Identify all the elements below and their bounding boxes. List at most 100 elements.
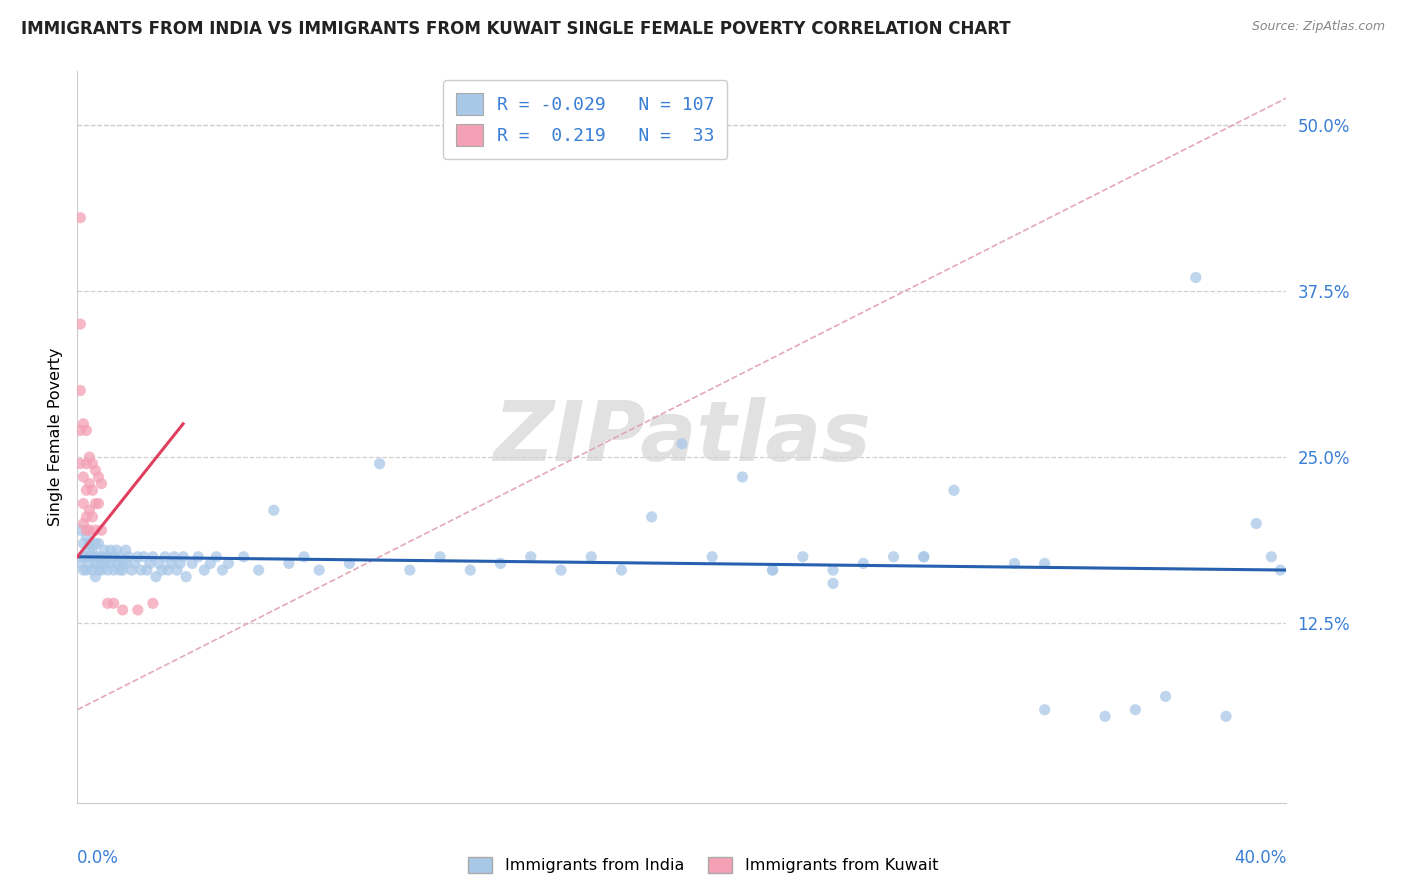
Point [157, 563, 180, 577]
Point [79, 476, 101, 491]
Point [72, 516, 94, 531]
Point [72, 549, 94, 564]
Point [111, 603, 134, 617]
Point [337, 557, 360, 571]
Point [127, 603, 149, 617]
Point [75, 457, 97, 471]
Point [79, 536, 101, 550]
Point [883, 549, 905, 564]
Point [641, 509, 664, 524]
Point [1246, 516, 1268, 531]
Point [69, 317, 91, 331]
Point [90, 549, 112, 564]
Point [103, 549, 125, 564]
Point [90, 557, 112, 571]
Point [75, 530, 97, 544]
Point [308, 563, 330, 577]
Point [193, 563, 215, 577]
Point [111, 563, 134, 577]
Point [84, 497, 107, 511]
Point [93, 557, 115, 571]
Point [84, 557, 107, 571]
Point [100, 557, 122, 571]
Point [79, 557, 101, 571]
Point [702, 549, 724, 564]
Point [1184, 270, 1206, 285]
Point [263, 503, 285, 517]
Point [671, 436, 693, 450]
Point [610, 563, 633, 577]
Point [142, 596, 165, 610]
Point [912, 549, 935, 564]
Text: IMMIGRANTS FROM INDIA VS IMMIGRANTS FROM KUWAIT SINGLE FEMALE POVERTY CORRELATIO: IMMIGRANTS FROM INDIA VS IMMIGRANTS FROM… [21, 20, 1011, 37]
Text: Source: ZipAtlas.com: Source: ZipAtlas.com [1251, 20, 1385, 33]
Point [69, 384, 91, 398]
Point [103, 563, 125, 577]
Point [174, 570, 197, 584]
Point [114, 557, 136, 571]
Point [169, 557, 191, 571]
Point [79, 543, 101, 558]
Legend: R = -0.029   N = 107, R =  0.219   N =  33: R = -0.029 N = 107, R = 0.219 N = 33 [443, 80, 727, 159]
Point [75, 483, 97, 498]
Point [121, 563, 143, 577]
Point [912, 549, 935, 564]
Point [247, 563, 270, 577]
Point [87, 563, 110, 577]
Point [218, 557, 240, 571]
Point [72, 417, 94, 431]
Point [90, 476, 112, 491]
Point [1123, 703, 1146, 717]
Point [69, 211, 91, 225]
Point [82, 549, 104, 564]
Point [187, 549, 209, 564]
Point [108, 563, 131, 577]
Point [150, 563, 173, 577]
Point [292, 549, 315, 564]
Point [181, 557, 204, 571]
Text: 40.0%: 40.0% [1234, 849, 1286, 867]
Point [200, 557, 222, 571]
Point [399, 563, 422, 577]
Point [1094, 709, 1116, 723]
Point [581, 549, 603, 564]
Point [821, 576, 844, 591]
Point [1270, 563, 1292, 577]
Point [124, 557, 146, 571]
Point [82, 483, 104, 498]
Point [82, 509, 104, 524]
Point [69, 523, 91, 537]
Point [87, 497, 110, 511]
Point [148, 557, 170, 571]
Point [82, 457, 104, 471]
Point [153, 549, 176, 564]
Point [75, 563, 97, 577]
Point [84, 523, 107, 537]
Point [105, 543, 128, 558]
Text: 0.0%: 0.0% [77, 849, 120, 867]
Point [93, 543, 115, 558]
Point [72, 497, 94, 511]
Point [852, 557, 875, 571]
Point [232, 549, 254, 564]
Point [172, 549, 194, 564]
Point [118, 549, 141, 564]
Point [87, 536, 110, 550]
Point [160, 557, 183, 571]
Point [429, 549, 451, 564]
Point [211, 563, 233, 577]
Point [163, 549, 186, 564]
Point [105, 557, 128, 571]
Point [82, 543, 104, 558]
Point [942, 483, 965, 498]
Point [132, 549, 155, 564]
Point [205, 549, 228, 564]
Y-axis label: Single Female Poverty: Single Female Poverty [48, 348, 63, 526]
Point [75, 424, 97, 438]
Point [1033, 557, 1056, 571]
Point [84, 463, 107, 477]
Text: ZIPatlas: ZIPatlas [494, 397, 870, 477]
Point [278, 557, 301, 571]
Point [520, 549, 543, 564]
Point [75, 523, 97, 537]
